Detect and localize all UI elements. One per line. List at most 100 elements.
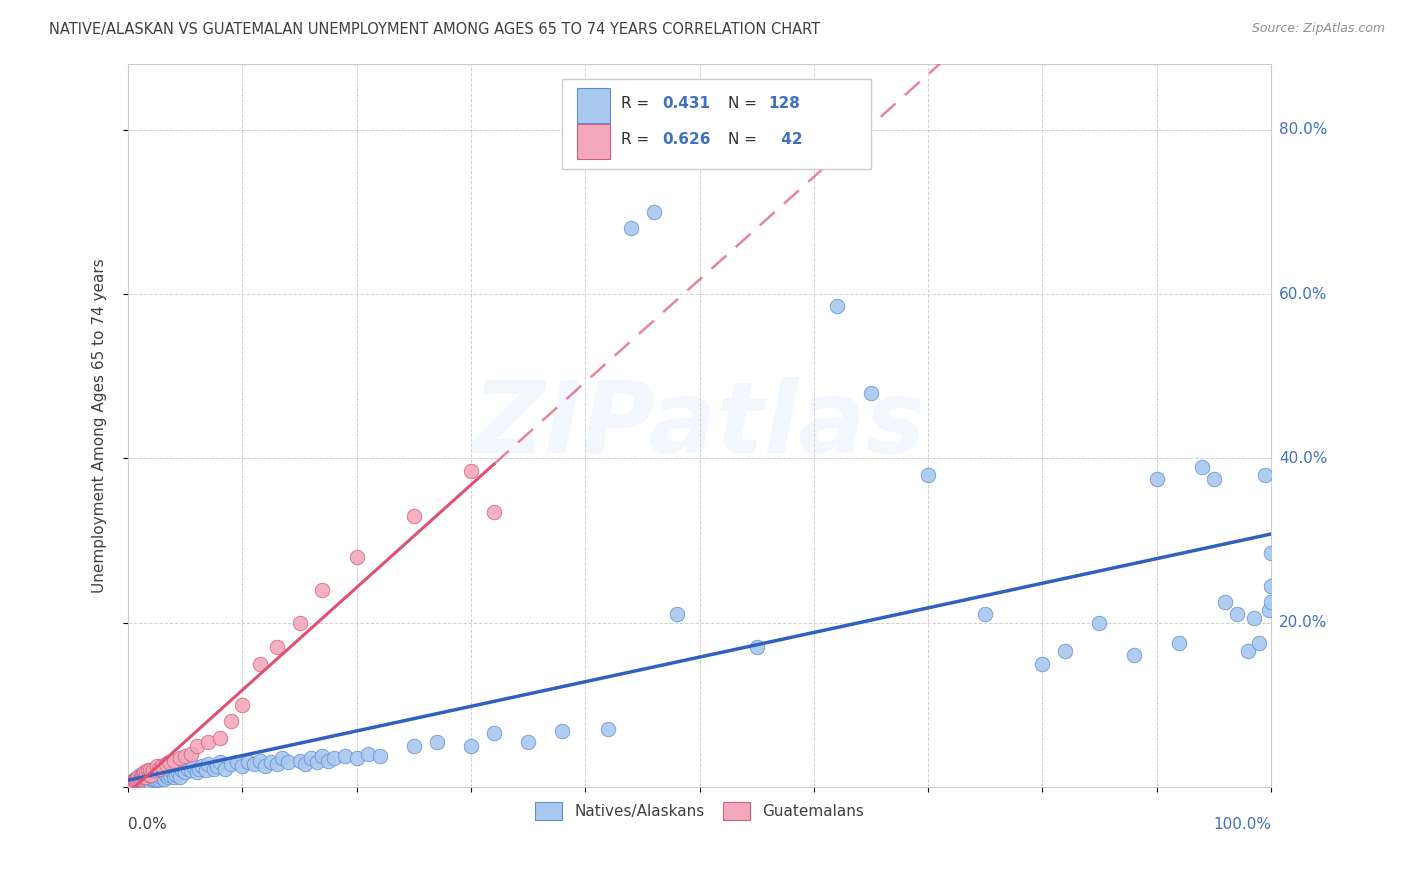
Point [316, 754, 339, 768]
Point [125, 772, 148, 786]
Point [169, 751, 191, 765]
Point [141, 772, 163, 786]
Point [143, 772, 166, 786]
Point [1226, 607, 1249, 622]
Point [132, 773, 155, 788]
Point [1168, 636, 1191, 650]
Point [146, 767, 169, 781]
Point [131, 776, 153, 790]
Text: R =: R = [620, 132, 654, 147]
Point [288, 615, 311, 630]
Text: Source: ZipAtlas.com: Source: ZipAtlas.com [1251, 22, 1385, 36]
Point [163, 754, 186, 768]
Point [122, 776, 145, 790]
Point [136, 764, 159, 778]
Point [149, 764, 172, 778]
Point [482, 726, 505, 740]
Point [180, 747, 202, 761]
Point [197, 756, 219, 771]
Point [188, 762, 211, 776]
Point [249, 754, 271, 768]
Point [260, 755, 283, 769]
Point [214, 762, 236, 776]
Point [460, 464, 482, 478]
Point [249, 657, 271, 671]
Point [620, 221, 643, 235]
Text: 0.626: 0.626 [662, 132, 710, 147]
Point [368, 748, 391, 763]
Point [225, 755, 247, 769]
Point [160, 765, 183, 780]
Point [208, 731, 231, 745]
Point [124, 776, 146, 790]
Point [121, 776, 143, 790]
Point [170, 764, 193, 778]
Point [125, 773, 148, 788]
Point [129, 772, 152, 786]
Point [142, 767, 165, 781]
Point [202, 762, 225, 776]
Point [745, 640, 768, 655]
Point [134, 765, 156, 780]
Point [128, 776, 150, 790]
Point [134, 773, 156, 788]
Point [1088, 615, 1111, 630]
Text: 80.0%: 80.0% [1279, 122, 1327, 137]
Point [219, 756, 242, 771]
Point [127, 772, 149, 786]
FancyBboxPatch shape [578, 124, 610, 160]
Point [197, 734, 219, 748]
Point [122, 773, 145, 788]
Point [155, 767, 177, 781]
Point [122, 773, 145, 788]
Point [139, 772, 162, 786]
Point [127, 772, 149, 786]
Point [174, 765, 197, 780]
Point [1213, 595, 1236, 609]
Point [157, 764, 180, 778]
Point [277, 755, 299, 769]
Point [288, 754, 311, 768]
Point [1260, 595, 1282, 609]
FancyBboxPatch shape [562, 78, 870, 169]
Point [311, 748, 333, 763]
Point [121, 776, 143, 790]
Text: 20.0%: 20.0% [1279, 615, 1327, 630]
Text: N =: N = [728, 96, 762, 112]
Point [186, 765, 208, 780]
Point [335, 748, 357, 763]
Point [128, 772, 150, 786]
Point [551, 723, 574, 738]
Point [134, 772, 156, 786]
Point [136, 776, 159, 790]
Point [186, 739, 208, 753]
Point [1202, 472, 1225, 486]
Point [266, 640, 288, 655]
Point [243, 756, 266, 771]
Point [124, 772, 146, 786]
Text: 100.0%: 100.0% [1213, 817, 1271, 832]
Point [127, 770, 149, 784]
Point [131, 767, 153, 781]
Point [219, 714, 242, 728]
Point [139, 776, 162, 790]
Point [134, 770, 156, 784]
Point [128, 767, 150, 781]
Point [194, 764, 217, 778]
Y-axis label: Unemployment Among Ages 65 to 74 years: Unemployment Among Ages 65 to 74 years [93, 258, 107, 593]
Point [120, 776, 142, 790]
Point [346, 751, 368, 765]
Point [120, 777, 142, 791]
Point [665, 607, 688, 622]
Text: ZIPatlas: ZIPatlas [472, 377, 927, 474]
Point [134, 776, 156, 790]
Point [148, 772, 170, 786]
Point [825, 299, 848, 313]
Point [139, 767, 162, 781]
Point [254, 759, 277, 773]
Point [135, 765, 157, 780]
Point [128, 773, 150, 788]
Point [129, 776, 152, 790]
Point [346, 549, 368, 564]
Point [157, 755, 180, 769]
